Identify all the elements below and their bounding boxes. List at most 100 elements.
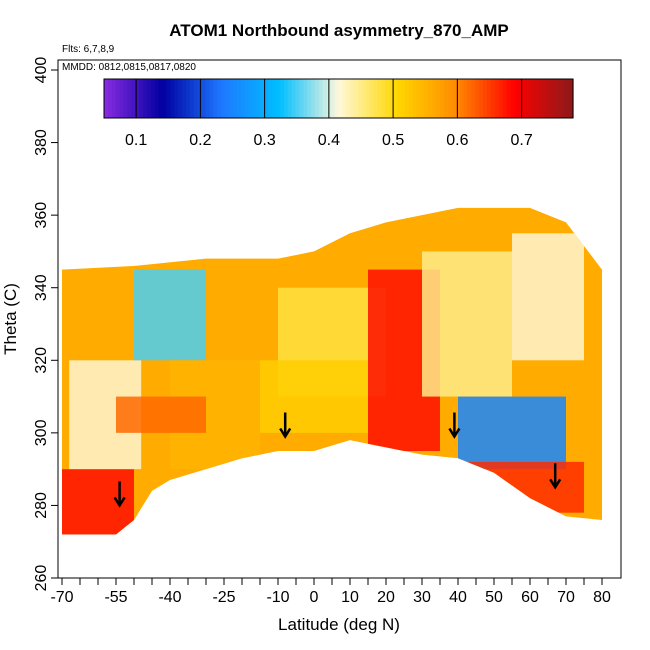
colorbar-tick-label: 0.3 [253,132,275,149]
x-tick-label: 0 [310,589,319,606]
colorbar-segment [522,79,527,118]
colorbar-tick-label: 0.2 [189,132,211,149]
x-tick-label: 80 [593,589,611,606]
colorbar-segment [393,79,398,118]
colorbar-segment [412,79,418,118]
heatmap-region [260,360,368,433]
colorbar-segment [127,79,132,118]
colorbar-segment [311,79,316,118]
colorbar-segment [541,79,547,118]
colorbar-segment [287,79,293,118]
colorbar-segment [416,79,422,118]
x-tick-label: -25 [212,589,235,606]
colorbar-segment [483,79,488,118]
colorbar-segment [189,79,195,118]
colorbar-segment [553,79,558,118]
colorbar-segment [444,79,449,118]
colorbar-segment [373,79,379,118]
colorbar-segment [303,79,308,118]
x-axis: -70 -55 -40 -25 -10 0 10 20 30 40 50 60 70 80 [50,577,611,606]
colorbar-segment [369,79,375,118]
x-tick-label: 30 [413,589,431,606]
colorbar-segment [275,79,281,118]
x-tick-label: -55 [104,589,127,606]
colorbar-segment [213,79,218,118]
colorbar-segment [561,79,566,118]
colorbar-segment [377,79,383,118]
colorbar-segment [526,79,531,118]
colorbar-segment [479,79,484,118]
colorbar-segment [459,79,465,118]
colorbar-segment [432,79,437,118]
colorbar-segment [506,79,512,118]
y-tick-label: 400 [33,57,50,84]
y-axis: 260 280 300 320 340 360 380 400 [33,57,59,591]
colorbar-segment [401,79,406,118]
colorbar-segment [307,79,312,118]
colorbar-segment [463,79,469,118]
colorbar-segment [139,79,144,118]
colorbar-segment [279,79,285,118]
x-tick-label: 40 [449,589,467,606]
colorbar-segment [498,79,504,118]
colorbar-segment [217,79,222,118]
colorbar-segment [162,79,168,118]
colorbar-segment [361,79,367,118]
colorbar-segment [530,79,535,118]
colorbar-segment [283,79,289,118]
colorbar-segment [381,79,386,118]
colorbar-segment [330,79,336,118]
colorbar-tick-label: 0.6 [446,132,468,149]
colorbar-segment [158,79,164,118]
colorbar-segment [150,79,156,118]
colorbar-segment [236,79,242,118]
colorbar-segment [272,79,277,118]
colorbar-segment [225,79,230,118]
x-tick-label: 20 [377,589,395,606]
dates-annotation: MMDD: 0812,0815,0817,0820 [62,62,196,73]
colorbar-segment [252,79,258,118]
colorbar-segment [494,79,500,118]
y-tick-label: 320 [33,347,50,374]
colorbar-segment [350,79,355,118]
colorbar-segment [232,79,238,118]
x-tick-label: 70 [557,589,575,606]
heatmap-region [458,396,566,470]
heatmap-region [458,461,584,513]
colorbar-tick-label: 0.1 [125,132,147,149]
colorbar-segment [295,79,301,118]
colorbar: 0.1 0.2 0.3 0.4 0.5 0.6 0.7 [103,78,574,149]
heatmap-region [116,396,206,433]
colorbar-segment [119,79,125,118]
colorbar-segment [166,79,172,118]
colorbar-segment [170,79,175,118]
y-tick-label: 380 [33,129,50,156]
colorbar-segment [397,79,402,118]
colorbar-segment [291,79,297,118]
colorbar-segment [471,79,476,118]
y-tick-label: 300 [33,419,50,446]
colorbar-segment [358,79,363,118]
colorbar-tick-label: 0.5 [382,132,404,149]
x-tick-label: -40 [158,589,181,606]
colorbar-segment [533,79,539,118]
colorbar-segment [240,79,246,118]
x-tick-label: 50 [485,589,503,606]
flights-annotation: Flts: 6,7,8,9 [62,44,115,55]
heatmap-region [422,251,512,397]
colorbar-segment [510,79,515,118]
colorbar-segment [385,79,390,118]
colorbar-segment [178,79,183,118]
colorbar-segment [408,79,414,118]
heatmap-region [512,233,584,361]
arrows-layer [113,412,562,508]
colorbar-segment [268,79,273,118]
colorbar-segment [440,79,445,118]
colorbar-segment [154,79,160,118]
arrow-marker [279,412,292,439]
colorbar-segment [389,79,394,118]
colorbar-segment [244,79,250,118]
colorbar-segment [354,79,359,118]
colorbar-segment [565,79,570,118]
